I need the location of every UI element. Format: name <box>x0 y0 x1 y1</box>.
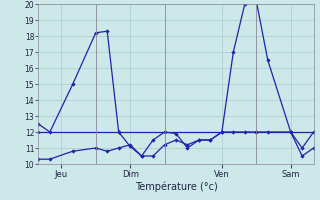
X-axis label: Température (°c): Température (°c) <box>135 181 217 192</box>
